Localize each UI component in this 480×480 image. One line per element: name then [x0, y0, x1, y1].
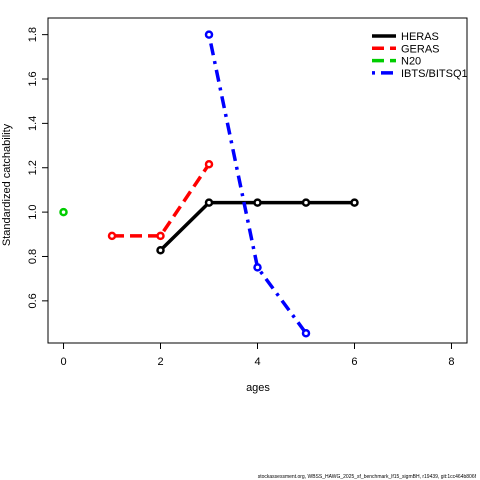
- y-tick-label: 0.8: [27, 249, 39, 264]
- series-line: [207, 34, 308, 335]
- y-tick-label: 1.6: [27, 71, 39, 86]
- y-axis-label: Standardized catchability: [1, 123, 13, 246]
- y-tick-label: 1.8: [27, 27, 39, 42]
- legend-label: HERAS: [401, 31, 439, 43]
- data-point: [156, 246, 165, 255]
- data-point: [301, 198, 311, 207]
- data-point: [107, 231, 117, 241]
- x-tick-label: 4: [254, 356, 260, 368]
- legend-label: N20: [401, 56, 421, 68]
- data-point: [301, 328, 311, 338]
- x-tick-label: 8: [448, 356, 454, 368]
- footnote: stockassessment.org, WBSS_HAWG_2025_sf_b…: [258, 474, 477, 480]
- x-tick-label: 6: [351, 356, 357, 368]
- data-point: [204, 159, 214, 169]
- legend-label: GERAS: [401, 43, 440, 55]
- x-tick-label: 2: [157, 356, 163, 368]
- data-point: [204, 30, 214, 39]
- data-point: [253, 263, 262, 272]
- legend-label: IBTS/BITSQ1: [401, 68, 468, 80]
- x-axis-label: ages: [246, 382, 270, 394]
- y-tick-label: 1.4: [27, 116, 39, 131]
- data-point: [350, 198, 359, 207]
- y-tick-label: 1.2: [27, 160, 39, 175]
- data-point: [59, 207, 68, 217]
- y-tick-label: 0.6: [27, 293, 39, 308]
- data-point: [204, 198, 214, 207]
- x-tick-label: 0: [60, 356, 66, 368]
- data-point: [253, 198, 262, 207]
- y-tick-label: 1.0: [27, 204, 39, 219]
- series-line: [159, 200, 355, 252]
- data-point: [156, 231, 165, 241]
- series-line: [112, 163, 211, 238]
